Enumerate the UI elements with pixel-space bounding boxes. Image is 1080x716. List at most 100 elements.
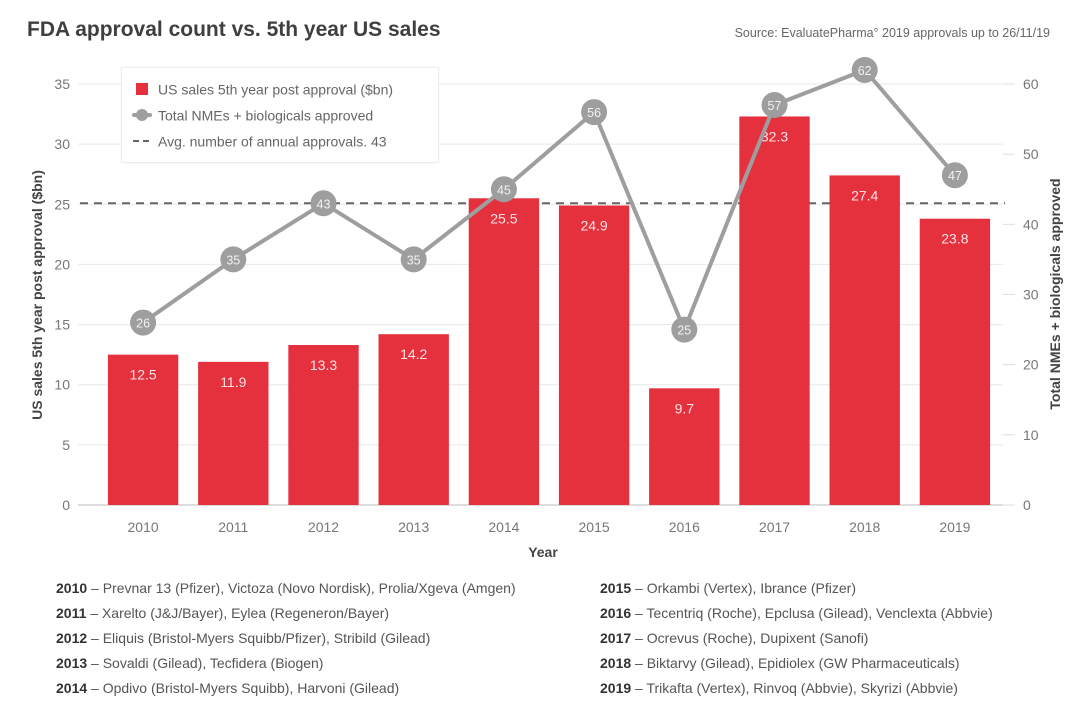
dashed-line-icon xyxy=(132,134,152,148)
line-point-2016: 25 xyxy=(671,316,698,343)
bar-data-label: 14.2 xyxy=(400,346,427,362)
y-tick-label: 5 xyxy=(62,437,70,453)
line-data-label: 45 xyxy=(497,183,511,197)
note-item: 2017 – Ocrevus (Roche), Dupixent (Sanofi… xyxy=(600,630,869,646)
line-data-label: 35 xyxy=(407,253,421,267)
line-data-label: 57 xyxy=(768,99,782,113)
x-tick-label: 2011 xyxy=(218,519,248,535)
y2-tick-label: 30 xyxy=(1023,287,1039,303)
approvals-line-group: 26 35 43 35 45 56 25 57 62 47 xyxy=(130,56,968,343)
x-tick-label: 2012 xyxy=(308,519,339,535)
bar-data-label: 27.4 xyxy=(851,187,878,203)
note-item: 2013 – Sovaldi (Gilead), Tecfidera (Biog… xyxy=(56,655,324,671)
line-data-label: 26 xyxy=(136,317,150,331)
note-item: 2019 – Trikafta (Vertex), Rinvoq (Abbvie… xyxy=(600,680,958,696)
bar-2013 xyxy=(378,334,449,505)
bar-data-label: 13.3 xyxy=(310,357,337,373)
y-tick-label: 25 xyxy=(54,196,70,212)
note-item: 2011 – Xarelto (J&J/Bayer), Eylea (Regen… xyxy=(56,605,390,621)
x-tick-label: 2019 xyxy=(939,519,970,535)
line-point-2013: 35 xyxy=(400,246,427,273)
bar-data-label: 12.5 xyxy=(129,367,156,383)
line-marker xyxy=(490,176,517,203)
x-axis-label: Year xyxy=(528,544,558,560)
chart-legend: US sales 5th year post approval ($bn) To… xyxy=(121,67,439,163)
combo-chart: 12.5 11.913.314.225.5 24.99.732.327.423.8 … xyxy=(29,56,1063,560)
x-tick-label: 2015 xyxy=(579,519,610,535)
bar-2014 xyxy=(468,198,540,505)
bar-2010 xyxy=(107,354,179,505)
line-point-2010: 26 xyxy=(130,309,157,336)
y-tick-label: 10 xyxy=(54,377,70,393)
note-item: 2014 – Opdivo (Bristol-Myers Squibb), Ha… xyxy=(56,680,400,696)
axes: 0 5 10 15 20 25 30 35 0 10 20 30 40 50 60 2010 2011 2012 2… xyxy=(54,76,1038,535)
line-data-label: 25 xyxy=(677,324,691,338)
x-tick-label: 2018 xyxy=(849,519,880,535)
line-marker xyxy=(130,309,157,336)
bar-swatch-icon xyxy=(132,82,152,96)
line-point-2019: 47 xyxy=(941,162,968,189)
y2-tick-label: 60 xyxy=(1023,76,1039,92)
y2-tick-label: 20 xyxy=(1023,357,1039,373)
y-tick-label: 0 xyxy=(62,497,70,513)
note-item: 2010 – Prevnar 13 (Pfizer), Victoza (Nov… xyxy=(56,580,516,596)
note-item: 2015 – Orkambi (Vertex), Ibrance (Pfizer… xyxy=(600,580,856,596)
y2-axis-label: Total NMEs + biologicals approved xyxy=(1047,178,1063,409)
x-tick-label: 2016 xyxy=(669,519,700,535)
y2-tick-label: 10 xyxy=(1023,427,1039,443)
bar-data-label: 23.8 xyxy=(941,231,968,247)
y-tick-label: 20 xyxy=(54,256,70,272)
line-point-2017: 57 xyxy=(761,92,788,119)
bar-2019 xyxy=(919,218,991,505)
y-tick-label: 30 xyxy=(54,136,70,152)
approvals-line xyxy=(141,67,957,332)
y-tick-label: 35 xyxy=(54,76,70,92)
line-marker xyxy=(310,190,337,217)
line-marker xyxy=(671,316,698,343)
x-tick-label: 2013 xyxy=(398,519,429,535)
bar-2011 xyxy=(198,361,269,505)
line-point-2014: 45 xyxy=(490,176,517,203)
y-axis-label: US sales 5th year post approval ($bn) xyxy=(29,170,45,420)
bar-2018 xyxy=(829,175,900,505)
line-data-label: 62 xyxy=(858,64,872,78)
approvals-notes-left: 2010 – Prevnar 13 (Pfizer), Victoza (Nov… xyxy=(56,578,516,703)
line-marker xyxy=(851,56,878,83)
bar-2016 xyxy=(649,388,720,505)
line-point-2011: 35 xyxy=(220,246,247,273)
bar-2015 xyxy=(558,205,630,505)
legend-item-average: Avg. number of annual approvals. 43 xyxy=(132,130,387,150)
line-marker-icon xyxy=(132,108,152,122)
note-item: 2012 – Eliquis (Bristol-Myers Squibb/Pfi… xyxy=(56,630,431,646)
y2-tick-label: 0 xyxy=(1023,497,1031,513)
line-marker xyxy=(761,92,788,119)
chart-title: FDA approval count vs. 5th year US sales xyxy=(27,18,441,41)
bar-data-label: 9.7 xyxy=(675,400,695,416)
y-tick-label: 15 xyxy=(54,317,70,333)
bar-2012 xyxy=(288,345,359,505)
line-marker xyxy=(581,99,608,126)
line-data-label: 43 xyxy=(317,197,331,211)
line-data-label: 35 xyxy=(226,253,240,267)
note-item: 2018 – Biktarvy (Gilead), Epidiolex (GW … xyxy=(600,655,960,671)
approvals-notes-right: 2015 – Orkambi (Vertex), Ibrance (Pfizer… xyxy=(600,578,993,703)
bar-data-label: 11.9 xyxy=(220,374,246,390)
line-point-2012: 43 xyxy=(310,190,337,217)
bar-data-label: 24.9 xyxy=(580,217,607,233)
x-tick-label: 2014 xyxy=(488,519,519,535)
x-tick-label: 2010 xyxy=(128,519,159,535)
bar-data-label: 25.5 xyxy=(490,210,517,226)
legend-item-approvals: Total NMEs + biologicals approved xyxy=(132,104,373,124)
y2-tick-label: 50 xyxy=(1023,146,1039,162)
y2-tick-label: 40 xyxy=(1023,216,1039,232)
line-marker xyxy=(220,246,247,273)
line-marker xyxy=(400,246,427,273)
bar-2017 xyxy=(739,116,810,505)
x-tick-label: 2017 xyxy=(759,519,790,535)
legend-item-sales: US sales 5th year post approval ($bn) xyxy=(132,78,393,98)
line-point-2015: 56 xyxy=(581,99,608,126)
line-data-label: 56 xyxy=(587,106,601,120)
line-marker xyxy=(941,162,968,189)
bar-data-label: 32.3 xyxy=(761,128,788,144)
bars: 12.5 11.9 13.3 14.2 25.5 24.9 9.7 32.3 27.4 23.8 xyxy=(107,116,991,505)
